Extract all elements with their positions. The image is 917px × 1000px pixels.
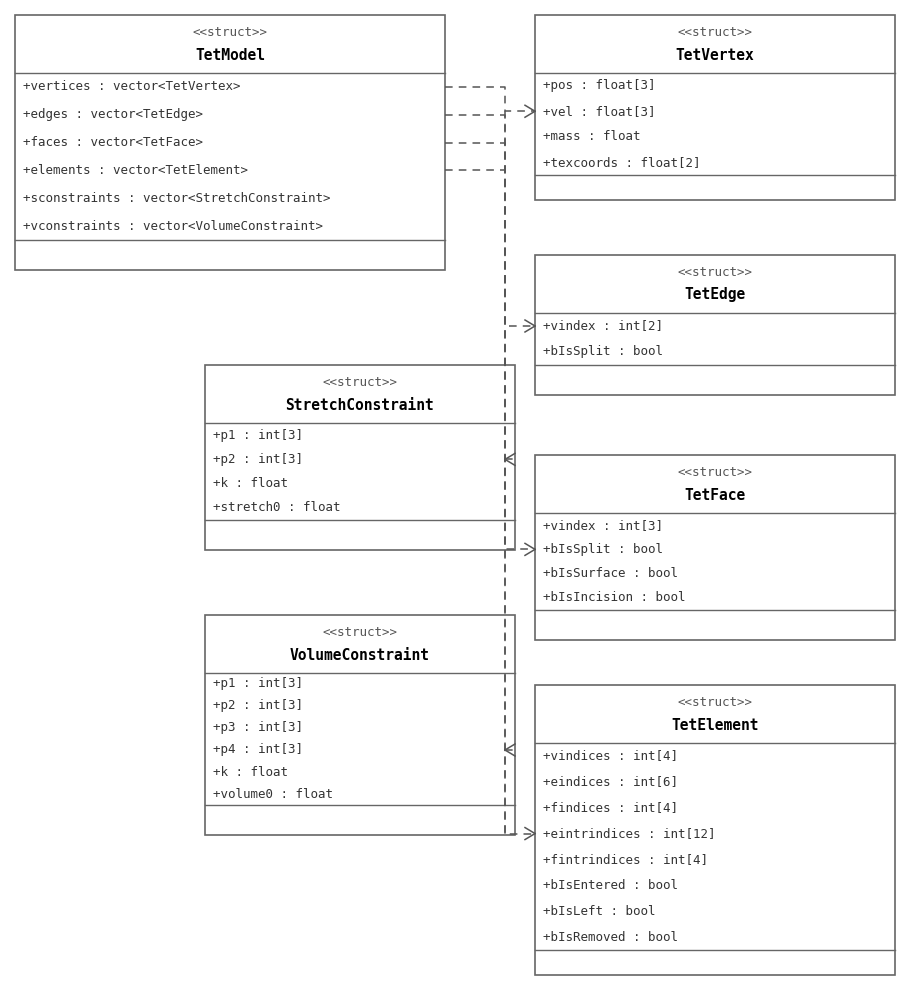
Text: <<struct>>: <<struct>> bbox=[678, 266, 753, 279]
Text: +p1 : int[3]: +p1 : int[3] bbox=[213, 678, 303, 690]
Text: +stretch0 : float: +stretch0 : float bbox=[213, 501, 340, 514]
Text: TetElement: TetElement bbox=[671, 718, 758, 732]
Text: +vindices : int[4]: +vindices : int[4] bbox=[543, 749, 678, 762]
Text: +vindex : int[2]: +vindex : int[2] bbox=[543, 320, 663, 332]
Text: +p3 : int[3]: +p3 : int[3] bbox=[213, 722, 303, 734]
Text: <<struct>>: <<struct>> bbox=[193, 26, 268, 39]
Text: +volume0 : float: +volume0 : float bbox=[213, 788, 333, 800]
Bar bbox=[15, 15, 445, 270]
Text: +elements : vector<TetElement>: +elements : vector<TetElement> bbox=[23, 164, 248, 177]
Text: +edges : vector<TetEdge>: +edges : vector<TetEdge> bbox=[23, 108, 203, 121]
Text: +p4 : int[3]: +p4 : int[3] bbox=[213, 744, 303, 756]
Text: +k : float: +k : float bbox=[213, 477, 288, 490]
Text: +p2 : int[3]: +p2 : int[3] bbox=[213, 700, 303, 712]
Text: TetModel: TetModel bbox=[195, 47, 265, 62]
Bar bbox=[535, 255, 895, 395]
Text: +texcoords : float[2]: +texcoords : float[2] bbox=[543, 156, 701, 169]
Text: +faces : vector<TetFace>: +faces : vector<TetFace> bbox=[23, 136, 203, 149]
Text: TetFace: TetFace bbox=[684, 488, 746, 502]
Text: +k : float: +k : float bbox=[213, 766, 288, 778]
Text: +bIsIncision : bool: +bIsIncision : bool bbox=[543, 591, 686, 604]
Text: +vindex : int[3]: +vindex : int[3] bbox=[543, 519, 663, 532]
Text: +eindices : int[6]: +eindices : int[6] bbox=[543, 775, 678, 788]
Text: +sconstraints : vector<StretchConstraint>: +sconstraints : vector<StretchConstraint… bbox=[23, 192, 330, 205]
Text: <<struct>>: <<struct>> bbox=[678, 26, 753, 39]
Bar bbox=[205, 365, 515, 550]
Bar bbox=[535, 685, 895, 975]
Text: +bIsSurface : bool: +bIsSurface : bool bbox=[543, 567, 678, 580]
Text: StretchConstraint: StretchConstraint bbox=[285, 397, 435, 412]
Text: +vel : float[3]: +vel : float[3] bbox=[543, 105, 656, 118]
Text: +pos : float[3]: +pos : float[3] bbox=[543, 79, 656, 92]
Text: +bIsLeft : bool: +bIsLeft : bool bbox=[543, 905, 656, 918]
Text: +vconstraints : vector<VolumeConstraint>: +vconstraints : vector<VolumeConstraint> bbox=[23, 220, 323, 233]
Text: TetVertex: TetVertex bbox=[676, 47, 755, 62]
Text: +mass : float: +mass : float bbox=[543, 130, 640, 143]
Text: +p2 : int[3]: +p2 : int[3] bbox=[213, 453, 303, 466]
Bar bbox=[535, 455, 895, 640]
Text: +fintrindices : int[4]: +fintrindices : int[4] bbox=[543, 853, 708, 866]
Text: <<struct>>: <<struct>> bbox=[678, 696, 753, 710]
Text: +eintrindices : int[12]: +eintrindices : int[12] bbox=[543, 827, 715, 840]
Text: TetEdge: TetEdge bbox=[684, 288, 746, 302]
Text: +p1 : int[3]: +p1 : int[3] bbox=[213, 429, 303, 442]
Text: <<struct>>: <<struct>> bbox=[323, 626, 397, 640]
Bar bbox=[205, 615, 515, 835]
Text: VolumeConstraint: VolumeConstraint bbox=[290, 648, 430, 662]
Text: +bIsEntered : bool: +bIsEntered : bool bbox=[543, 879, 678, 892]
Text: +vertices : vector<TetVertex>: +vertices : vector<TetVertex> bbox=[23, 80, 240, 93]
Text: +bIsRemoved : bool: +bIsRemoved : bool bbox=[543, 931, 678, 944]
Bar bbox=[535, 15, 895, 200]
Text: +bIsSplit : bool: +bIsSplit : bool bbox=[543, 543, 663, 556]
Text: <<struct>>: <<struct>> bbox=[678, 466, 753, 480]
Text: <<struct>>: <<struct>> bbox=[323, 376, 397, 389]
Text: +bIsSplit : bool: +bIsSplit : bool bbox=[543, 346, 663, 359]
Text: +findices : int[4]: +findices : int[4] bbox=[543, 801, 678, 814]
